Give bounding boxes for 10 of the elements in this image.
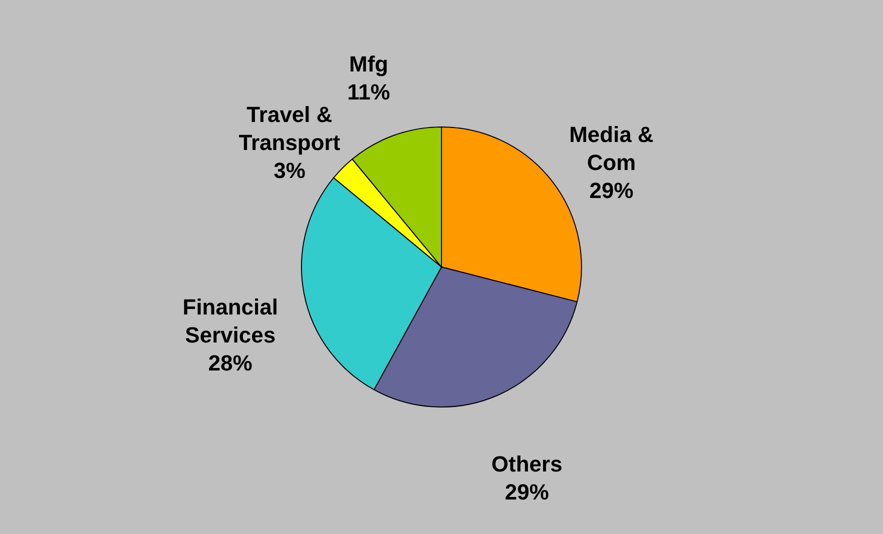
slice-label: Media & Com	[569, 122, 654, 176]
data-label: 3%	[274, 158, 306, 183]
data-label: 29%	[504, 479, 549, 504]
slice-label: Mfg	[349, 52, 388, 77]
slice-label: Financial Services	[182, 294, 278, 348]
slice-label: Travel & Transport	[238, 102, 341, 155]
data-label: 29%	[589, 178, 634, 204]
data-label: 11%	[347, 80, 390, 105]
slice-label: Others	[491, 451, 562, 476]
data-label: 28%	[208, 350, 252, 376]
